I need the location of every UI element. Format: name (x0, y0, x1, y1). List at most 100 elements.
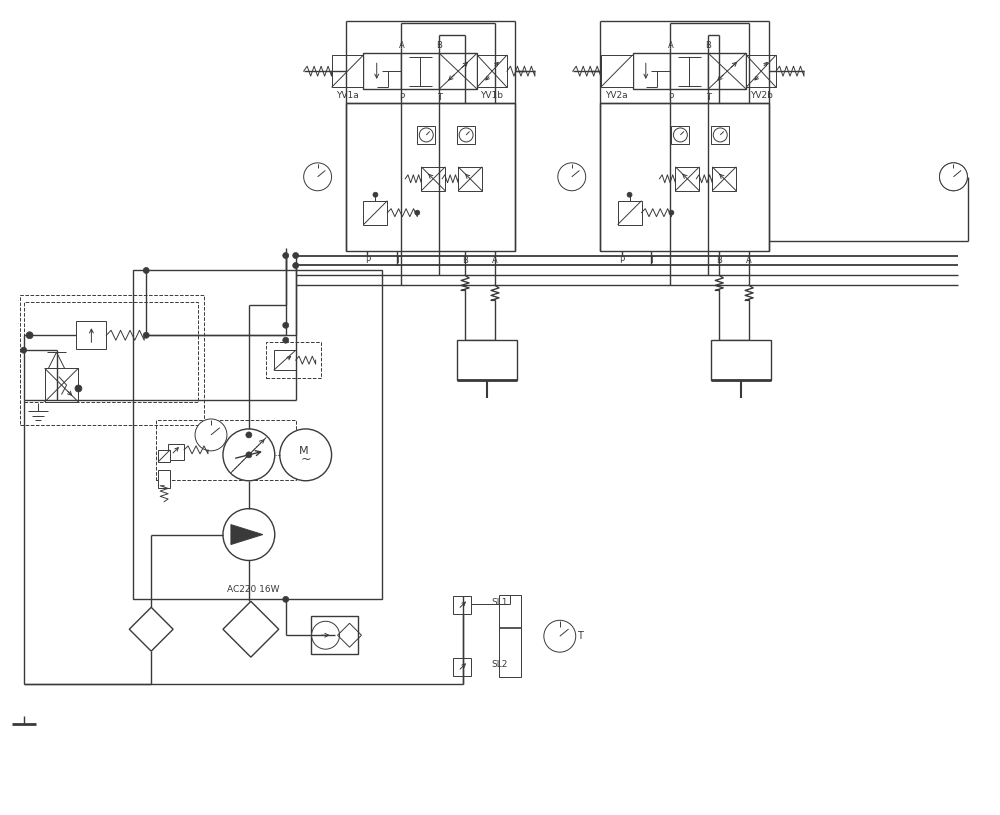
Bar (675, 167, 699, 191)
Bar (608, 185, 692, 232)
Circle shape (283, 253, 289, 258)
Bar (76, 321, 106, 349)
Circle shape (283, 337, 289, 343)
Bar (712, 167, 736, 191)
Circle shape (939, 163, 967, 191)
Text: B: B (705, 41, 711, 50)
Text: SL2: SL2 (491, 659, 507, 668)
Circle shape (143, 267, 149, 274)
Text: A: A (668, 41, 673, 50)
Bar (670, 53, 708, 89)
Bar (168, 444, 184, 460)
Bar (133, 271, 382, 599)
Bar (354, 185, 438, 232)
Circle shape (246, 432, 252, 438)
Bar (156, 420, 296, 480)
Circle shape (283, 322, 289, 328)
Bar (671, 126, 689, 144)
Bar (158, 469, 170, 487)
Text: M: M (299, 446, 308, 456)
Text: T: T (577, 632, 583, 641)
Bar (708, 53, 746, 89)
Bar (45, 368, 78, 402)
Circle shape (304, 163, 332, 191)
Circle shape (544, 620, 576, 652)
Bar (600, 103, 769, 250)
Circle shape (21, 347, 27, 353)
Text: YV2b: YV2b (750, 90, 773, 99)
Bar (417, 126, 435, 144)
Text: A: A (398, 41, 404, 50)
Circle shape (143, 333, 149, 338)
Circle shape (673, 128, 687, 142)
Text: T: T (437, 93, 442, 102)
Text: B: B (716, 256, 722, 265)
Bar (421, 167, 445, 191)
Bar (401, 53, 439, 89)
Bar (659, 103, 749, 183)
Circle shape (373, 192, 378, 197)
Text: SL1: SL1 (491, 598, 508, 607)
Bar (477, 55, 507, 87)
Text: P: P (668, 93, 673, 102)
Bar (601, 55, 633, 87)
Bar (711, 340, 771, 380)
Bar (457, 126, 475, 144)
Bar (363, 53, 401, 89)
Text: P: P (399, 93, 404, 102)
Text: YV1b: YV1b (481, 90, 504, 99)
Bar (633, 53, 670, 89)
Text: YV1a: YV1a (336, 90, 359, 99)
Circle shape (26, 332, 33, 339)
Circle shape (223, 509, 275, 561)
Bar (746, 55, 776, 87)
Bar (457, 340, 517, 380)
Bar (274, 350, 296, 370)
Circle shape (246, 452, 252, 458)
Bar (439, 53, 477, 89)
Bar (458, 167, 482, 191)
Bar (266, 342, 321, 378)
Bar (311, 616, 358, 654)
Bar (410, 116, 485, 176)
Text: P: P (365, 256, 370, 265)
Text: A: A (492, 256, 498, 265)
Text: B: B (462, 256, 468, 265)
Text: T: T (706, 93, 711, 102)
Bar (332, 55, 363, 87)
Text: B: B (436, 41, 442, 50)
Circle shape (627, 192, 632, 197)
Text: P: P (619, 256, 624, 265)
Bar (20, 295, 204, 425)
Bar (158, 450, 170, 462)
Text: YV2a: YV2a (605, 90, 628, 99)
Bar (711, 126, 729, 144)
Circle shape (280, 429, 332, 481)
Bar (618, 200, 642, 225)
Circle shape (939, 163, 967, 191)
Bar (453, 659, 471, 676)
Text: T: T (395, 256, 400, 265)
Circle shape (293, 262, 299, 268)
Circle shape (415, 210, 420, 215)
Bar (453, 597, 471, 615)
Bar (346, 103, 515, 250)
Bar (363, 200, 387, 225)
Bar (664, 116, 739, 176)
Bar (24, 302, 198, 402)
Bar (499, 596, 521, 677)
Circle shape (223, 429, 275, 481)
Polygon shape (47, 352, 66, 372)
Circle shape (195, 419, 227, 451)
Circle shape (75, 385, 82, 392)
Text: AC220 16W: AC220 16W (227, 585, 279, 594)
Text: A: A (746, 256, 752, 265)
Bar (405, 103, 495, 183)
Text: T: T (649, 256, 654, 265)
Circle shape (312, 621, 340, 650)
Circle shape (558, 163, 586, 191)
Polygon shape (231, 525, 263, 544)
Circle shape (713, 128, 727, 142)
Circle shape (419, 128, 433, 142)
Circle shape (459, 128, 473, 142)
